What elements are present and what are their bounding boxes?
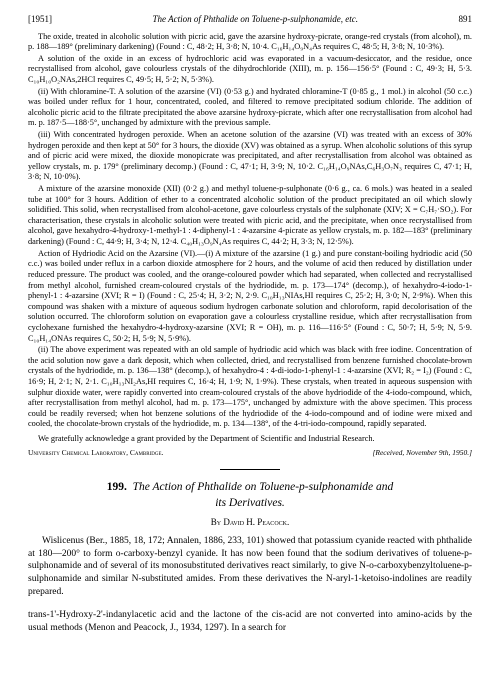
paragraph-2: A solution of the oxide in an excess of … [28, 54, 472, 86]
paragraph-4: (iii) With concentrated hydrogen peroxid… [28, 130, 472, 183]
paragraph-3: (ii) With chloramine-T. A solution of th… [28, 87, 472, 129]
affiliation: University Chemical Laboratory, Cambridg… [28, 448, 163, 458]
acknowledgement: We gratefully acknowledge a grant provid… [28, 434, 472, 445]
received-date: [Received, November 9th, 1950.] [372, 448, 472, 458]
article-body-1: Wislicenus (Ber., 1885, 18, 172; Annalen… [28, 535, 472, 599]
article-body-2: trans-1'-Hydroxy-2'-indanylacetic acid a… [28, 609, 472, 635]
article-author: By David H. Peacock. [28, 517, 472, 529]
affiliation-line: University Chemical Laboratory, Cambridg… [28, 448, 472, 458]
article-number: 199. [107, 481, 127, 493]
page-header: [1951] The Action of Phthalide on Toluen… [28, 14, 472, 26]
article-title-line2: its Derivatives. [215, 497, 285, 509]
header-title: The Action of Phthalide on Toluene-p-sul… [153, 14, 358, 26]
article-title: 199. The Action of Phthalide on Toluene-… [28, 480, 472, 511]
header-year: [1951] [28, 14, 52, 26]
paragraph-7: (ii) The above experiment was repeated w… [28, 345, 472, 430]
paragraph-1: The oxide, treated in alcoholic solution… [28, 32, 472, 53]
paragraph-5: A mixture of the azarsine monoxide (XII)… [28, 184, 472, 248]
header-page: 891 [458, 14, 472, 26]
section-divider [220, 469, 280, 470]
article-title-line1: The Action of Phthalide on Toluene-p-sul… [133, 481, 394, 493]
paragraph-6: Action of Hydriodic Acid on the Azarsine… [28, 249, 472, 344]
